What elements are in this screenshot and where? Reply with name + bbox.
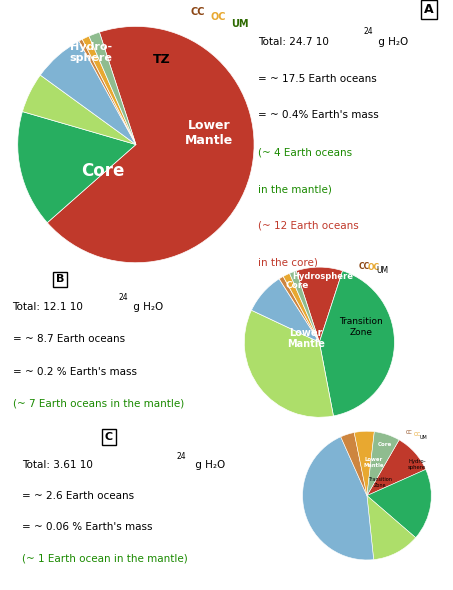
- Text: g H₂O: g H₂O: [192, 460, 225, 470]
- Text: UM: UM: [231, 19, 249, 29]
- Text: TZ: TZ: [153, 53, 171, 66]
- Wedge shape: [296, 267, 342, 342]
- Text: = ~ 8.7 Earth oceans: = ~ 8.7 Earth oceans: [13, 335, 125, 345]
- Text: Core: Core: [285, 281, 308, 290]
- Text: Hydrosphere: Hydrosphere: [293, 271, 354, 281]
- Text: (~ 1 Earth ocean in the mantle): (~ 1 Earth ocean in the mantle): [22, 553, 188, 563]
- Text: = ~ 17.5 Earth oceans: = ~ 17.5 Earth oceans: [258, 74, 376, 84]
- Text: Core: Core: [81, 162, 125, 179]
- Text: (~ 12 Earth oceans: (~ 12 Earth oceans: [258, 221, 358, 231]
- Text: OC: OC: [368, 263, 380, 272]
- Wedge shape: [82, 36, 136, 145]
- Wedge shape: [289, 271, 319, 342]
- Wedge shape: [279, 276, 319, 342]
- Text: C: C: [105, 432, 113, 442]
- Wedge shape: [40, 41, 136, 145]
- Text: Total: 3.61 10: Total: 3.61 10: [22, 460, 93, 470]
- Wedge shape: [367, 432, 399, 496]
- Text: OC: OC: [211, 12, 226, 22]
- Text: OC: OC: [414, 432, 421, 437]
- Text: CC: CC: [190, 7, 205, 17]
- Text: = ~ 0.4% Earth's mass: = ~ 0.4% Earth's mass: [258, 110, 378, 120]
- Text: UM: UM: [376, 266, 389, 275]
- Text: (~ 7 Earth oceans in the mantle): (~ 7 Earth oceans in the mantle): [13, 399, 184, 409]
- Text: Transition
Zone: Transition Zone: [339, 317, 382, 337]
- Text: Lower
Mantle: Lower Mantle: [287, 327, 325, 349]
- Text: Transition
Zone: Transition Zone: [368, 477, 392, 488]
- Wedge shape: [367, 440, 426, 496]
- Wedge shape: [367, 496, 416, 559]
- Text: Core: Core: [378, 441, 392, 447]
- Text: = ~ 2.6 Earth oceans: = ~ 2.6 Earth oceans: [22, 491, 134, 501]
- Text: g H₂O: g H₂O: [130, 302, 163, 312]
- Text: 24: 24: [119, 293, 128, 302]
- Text: CC: CC: [406, 431, 413, 435]
- Text: A: A: [424, 3, 434, 16]
- Wedge shape: [47, 27, 254, 263]
- Wedge shape: [244, 310, 333, 417]
- Text: Lower
Mantle: Lower Mantle: [185, 119, 233, 147]
- Wedge shape: [283, 273, 319, 342]
- Wedge shape: [79, 40, 136, 145]
- Text: = ~ 0.06 % Earth's mass: = ~ 0.06 % Earth's mass: [22, 522, 152, 532]
- Wedge shape: [89, 32, 136, 145]
- Text: Hydro-
sphere: Hydro- sphere: [408, 459, 426, 470]
- Wedge shape: [341, 432, 367, 496]
- Wedge shape: [18, 112, 136, 222]
- Text: (~ 4 Earth oceans: (~ 4 Earth oceans: [258, 148, 352, 158]
- Text: Lower
Mantle: Lower Mantle: [363, 457, 384, 467]
- Text: in the core): in the core): [258, 258, 318, 268]
- Text: Total: 12.1 10: Total: 12.1 10: [13, 302, 83, 312]
- Text: B: B: [56, 274, 64, 284]
- Wedge shape: [303, 437, 374, 560]
- Text: in the mantle): in the mantle): [258, 184, 332, 194]
- Wedge shape: [354, 431, 374, 496]
- Text: 24: 24: [364, 27, 373, 35]
- Wedge shape: [367, 470, 431, 537]
- Wedge shape: [22, 75, 136, 145]
- Wedge shape: [319, 271, 395, 416]
- Text: CC: CC: [359, 261, 370, 271]
- Text: Total: 24.7 10: Total: 24.7 10: [258, 37, 328, 47]
- Text: g H₂O: g H₂O: [375, 37, 408, 47]
- Text: = ~ 0.2 % Earth's mass: = ~ 0.2 % Earth's mass: [13, 366, 136, 376]
- Text: Hydro-
sphere: Hydro- sphere: [70, 41, 112, 63]
- Text: UM: UM: [419, 435, 428, 440]
- Wedge shape: [251, 279, 319, 342]
- Text: 24: 24: [176, 451, 186, 461]
